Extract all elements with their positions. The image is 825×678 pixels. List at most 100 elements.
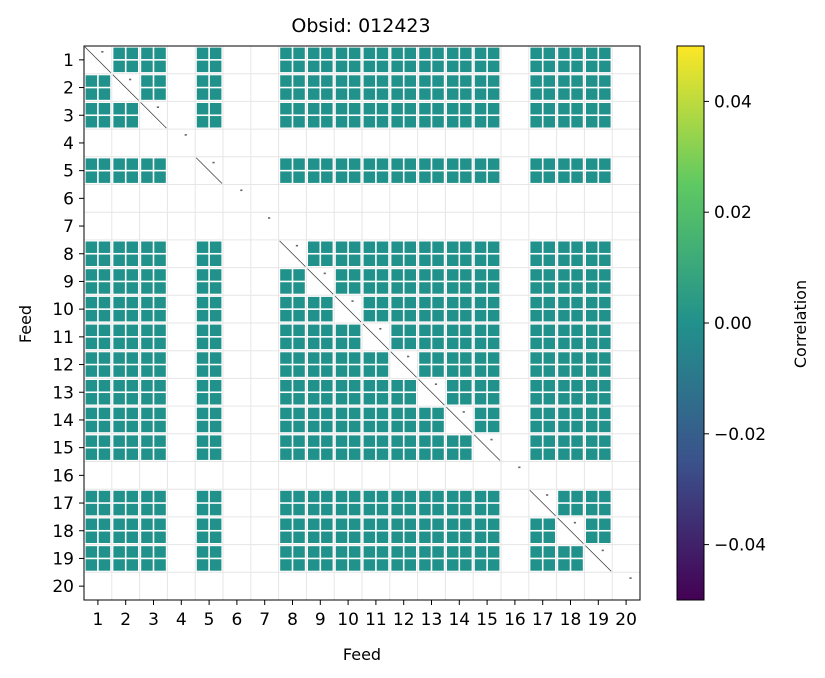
heatmap-subcell	[543, 75, 555, 87]
heatmap-subcell	[404, 47, 416, 60]
heatmap-cell	[308, 103, 333, 128]
x-tick-label: 3	[148, 610, 159, 630]
diagonal-line	[140, 102, 167, 129]
heatmap-cell	[447, 103, 472, 128]
heatmap-subcell	[376, 546, 389, 558]
heatmap-subcell	[419, 531, 431, 543]
heatmap-subcell	[404, 269, 416, 281]
heatmap-subcell	[530, 546, 542, 558]
heatmap-cell	[335, 158, 361, 183]
heatmap-cell	[141, 518, 166, 543]
heatmap-cell	[280, 324, 305, 350]
heatmap-subcell	[376, 380, 389, 392]
heatmap-subcell	[404, 503, 416, 516]
heatmap-subcell	[543, 559, 555, 571]
x-tick-label: 9	[315, 610, 326, 630]
heatmap-subcell	[141, 337, 153, 350]
heatmap-subcell	[321, 241, 333, 253]
colorbar-label: Correlation	[791, 280, 810, 368]
heatmap-subcell	[308, 559, 320, 571]
x-axis-label: Feed	[343, 645, 381, 664]
heatmap-subcell	[487, 296, 500, 309]
heatmap-subcell	[543, 158, 555, 170]
heatmap-subcell	[432, 559, 444, 571]
heatmap-subcell	[308, 435, 320, 447]
heatmap-subcell	[98, 559, 111, 571]
diagonal-marker	[129, 78, 132, 81]
colorbar-gradient	[676, 45, 705, 601]
heatmap-cell	[363, 75, 389, 100]
heatmap-subcell	[558, 171, 570, 183]
heatmap-subcell	[280, 269, 292, 281]
heatmap-subcell	[98, 337, 111, 350]
heatmap-subcell	[404, 531, 416, 543]
heatmap-subcell	[391, 518, 403, 530]
heatmap-subcell	[321, 365, 333, 377]
heatmap-cell	[530, 47, 555, 73]
diagonal-markers	[84, 46, 632, 579]
heatmap-cell	[558, 352, 583, 377]
heatmap-subcell	[196, 448, 209, 460]
heatmap-subcell	[335, 254, 348, 266]
heatmap-cell	[363, 269, 389, 294]
colorbar-tick-label: 0.02	[714, 203, 752, 223]
heatmap-subcell	[308, 365, 320, 377]
heatmap-subcell	[196, 365, 209, 377]
heatmap-subcell	[321, 420, 333, 433]
x-tick-label: 8	[287, 610, 298, 630]
heatmap-cell	[308, 435, 333, 460]
heatmap-subcell	[404, 448, 416, 460]
heatmap-cell	[447, 518, 472, 543]
heatmap-subcell	[599, 116, 611, 128]
heatmap-subcell	[543, 282, 555, 294]
heatmap-subcell	[321, 47, 333, 60]
heatmap-subcell	[432, 309, 444, 322]
diagonal-line	[84, 46, 112, 73]
heatmap-subcell	[293, 352, 305, 364]
diagonal-line	[112, 74, 139, 101]
heatmap-subcell	[558, 490, 570, 503]
heatmap-subcell	[113, 531, 125, 543]
heatmap-subcell	[404, 282, 416, 294]
heatmap-cell	[113, 241, 138, 266]
heatmap-cell	[447, 490, 472, 516]
heatmap-subcell	[154, 393, 166, 405]
diagonal-marker	[323, 272, 326, 275]
heatmap-cell	[308, 47, 333, 73]
heatmap-subcell	[98, 407, 111, 420]
heatmap-subcell	[209, 518, 222, 530]
heatmap-subcell	[280, 158, 292, 170]
heatmap-subcell	[85, 365, 98, 377]
heatmap-subcell	[391, 324, 403, 337]
heatmap-subcell	[85, 296, 98, 309]
heatmap-subcell	[335, 393, 348, 405]
diagonal-marker	[212, 161, 215, 164]
heatmap-subcell	[126, 503, 138, 516]
heatmap-subcell	[113, 503, 125, 516]
heatmap-subcell	[196, 116, 209, 128]
heatmap-subcell	[460, 158, 472, 170]
heatmap-subcell	[293, 503, 305, 516]
heatmap-subcell	[308, 324, 320, 337]
heatmap-subcell	[280, 518, 292, 530]
heatmap-cell	[196, 352, 222, 377]
heatmap-subcell	[530, 75, 542, 87]
heatmap-cell	[363, 352, 389, 377]
heatmap-subcell	[487, 420, 500, 433]
heatmap-subcell	[209, 380, 222, 392]
heatmap-subcell	[98, 324, 111, 337]
heatmap-subcell	[363, 269, 376, 281]
heatmap-cell	[530, 518, 555, 543]
heatmap-cell	[391, 103, 416, 128]
heatmap-subcell	[530, 269, 542, 281]
heatmap-subcell	[460, 435, 472, 447]
heatmap-subcell	[586, 380, 598, 392]
heatmap-subcell	[487, 490, 500, 503]
heatmap-subcell	[586, 407, 598, 420]
heatmap-subcell	[98, 352, 111, 364]
heatmap-subcell	[460, 88, 472, 100]
heatmap-subcell	[432, 269, 444, 281]
heatmap-subcell	[280, 365, 292, 377]
heatmap-subcell	[474, 407, 487, 420]
heatmap-subcell	[113, 103, 125, 115]
